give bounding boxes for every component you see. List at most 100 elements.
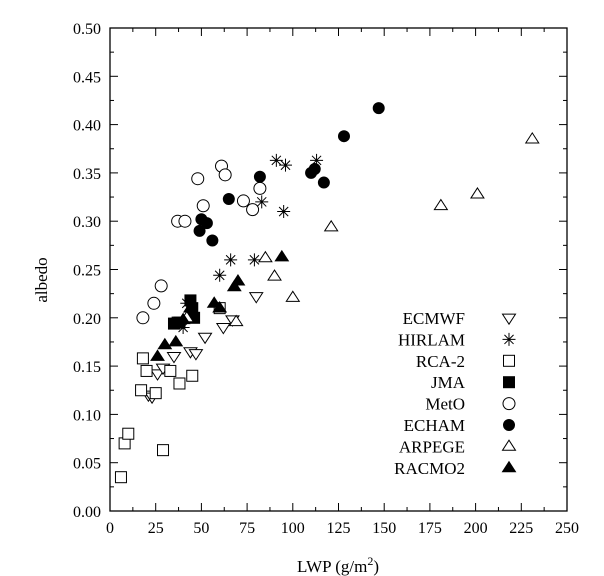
legend-marker-racmo2: [501, 460, 517, 473]
data-point-racmo2: [175, 312, 191, 325]
data-point-ecmwf: [188, 349, 204, 361]
data-point-arpege: [524, 131, 540, 144]
data-point-rca-2: [173, 377, 186, 390]
data-point-hirlam: [310, 153, 324, 167]
x-tick-label: 50: [193, 520, 209, 537]
data-point-echam: [253, 170, 266, 183]
x-axis-title-suffix: ): [373, 557, 379, 576]
y-tick-label: 0.25: [73, 263, 101, 280]
data-point-arpege: [285, 290, 301, 302]
plot-frame: [109, 27, 568, 512]
axis-ticks: 0 25 50 75 100 125 150 175 200 225 250 0.00 0.05 0.10…: [73, 21, 579, 537]
x-tick-label: 200: [464, 520, 488, 537]
data-point-racmo2: [230, 273, 246, 286]
x-axis-title-superscript: 2: [367, 554, 373, 568]
data-point-racmo2: [212, 301, 228, 313]
data-point-rca-2: [157, 444, 170, 457]
data-point-rca-2: [149, 387, 162, 400]
data-point-arpege: [433, 198, 449, 211]
data-point-echam: [206, 234, 219, 247]
legend-label-ecmwf: ECMWF: [403, 309, 465, 328]
y-tick-label: 0.50: [73, 21, 101, 38]
data-point-ecmwf: [166, 352, 182, 364]
legend: ECMWF HIRLAM RCA-2 JMA MetO ECHAM ARPEGE RACMO2: [394, 309, 517, 478]
data-point-arpege: [470, 187, 485, 199]
data-point-ecmwf: [150, 369, 165, 381]
data-point-meto: [147, 296, 161, 310]
data-point-rca-2: [186, 369, 199, 382]
data-point-hirlam: [247, 253, 261, 267]
data-point-racmo2: [150, 349, 165, 361]
x-axis-title: LWP (g/m2): [297, 554, 379, 576]
legend-marker-jma: [503, 376, 515, 389]
data-point-hirlam: [277, 205, 291, 219]
data-point-hirlam: [255, 195, 269, 209]
x-tick-label: 0: [106, 520, 114, 537]
legend-marker-ecmwf: [501, 313, 517, 326]
data-point-rca-2: [114, 471, 127, 484]
legend-label-racmo2: RACMO2: [394, 459, 465, 478]
legend-marker-meto: [502, 397, 516, 411]
data-point-arpege: [257, 250, 273, 263]
x-tick-label: 25: [148, 520, 164, 537]
data-point-racmo2: [168, 334, 184, 347]
y-axis-title: albedo: [32, 257, 51, 302]
y-tick-label: 0.05: [73, 456, 101, 473]
data-point-hirlam: [224, 253, 238, 267]
y-tick-label: 0.20: [73, 311, 101, 328]
data-point-echam: [222, 192, 235, 205]
data-point-rca-2: [122, 427, 135, 440]
data-point-meto: [136, 311, 150, 325]
data-point-echam: [193, 224, 206, 237]
y-tick-label: 0.30: [73, 214, 101, 231]
legend-marker-echam: [503, 419, 515, 431]
data-point-echam: [317, 176, 330, 189]
legend-label-meto: MetO: [425, 395, 465, 414]
data-point-racmo2: [226, 279, 242, 292]
y-tick-label: 0.00: [73, 504, 101, 521]
data-point-meto: [154, 279, 168, 293]
x-tick-label: 75: [239, 520, 255, 537]
data-point-echam: [337, 130, 350, 143]
data-point-hirlam: [269, 153, 283, 167]
x-tick-label: 100: [281, 520, 305, 537]
x-tick-label: 150: [372, 520, 396, 537]
data-point-echam: [308, 163, 321, 176]
data-point-racmo2: [274, 249, 290, 262]
data-point-arpege: [323, 219, 339, 232]
data-point-meto: [178, 214, 192, 228]
data-point-echam: [372, 102, 385, 115]
data-point-meto: [218, 168, 232, 182]
data-point-meto: [196, 199, 210, 213]
legend-marker-rca-2: [503, 354, 515, 367]
x-axis-title-main: LWP (g/m: [297, 557, 367, 576]
legend-label-echam: ECHAM: [404, 416, 465, 435]
x-tick-label: 175: [418, 520, 442, 537]
data-point-rca-2: [164, 364, 177, 377]
data-point-rca-2: [135, 384, 148, 397]
data-points: [114, 102, 540, 484]
legend-label-rca-2: RCA-2: [416, 352, 465, 371]
data-point-ecmwf: [197, 332, 213, 345]
x-tick-label: 250: [555, 520, 579, 537]
data-point-hirlam: [278, 158, 292, 172]
legend-label-jma: JMA: [431, 373, 466, 392]
data-point-ecmwf: [215, 323, 231, 335]
data-point-racmo2: [157, 337, 173, 350]
legend-label-hirlam: HIRLAM: [398, 330, 465, 349]
y-tick-label: 0.10: [73, 407, 101, 424]
x-tick-label: 125: [327, 520, 351, 537]
data-point-echam: [200, 217, 213, 230]
y-tick-label: 0.15: [73, 359, 101, 376]
data-point-meto: [236, 194, 250, 208]
data-point-arpege: [267, 269, 282, 281]
data-point-hirlam: [213, 268, 227, 282]
x-tick-label: 225: [509, 520, 533, 537]
legend-marker-hirlam: [502, 332, 516, 346]
data-point-arpege: [228, 314, 244, 327]
data-point-racmo2: [183, 301, 198, 313]
y-tick-label: 0.40: [73, 118, 101, 135]
data-point-rca-2: [140, 364, 153, 377]
